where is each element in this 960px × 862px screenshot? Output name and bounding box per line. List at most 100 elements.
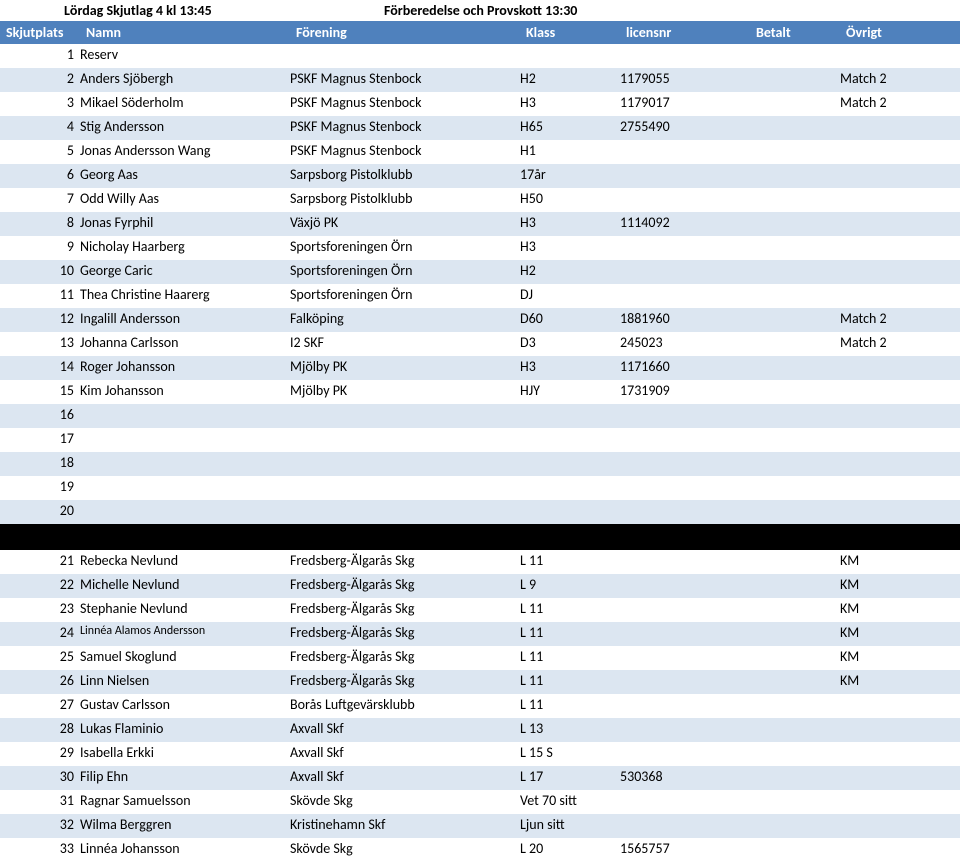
cell-namn: Anders Sjöbergh [80, 70, 290, 90]
cell-ovrigt [840, 358, 940, 378]
cell-klass: D60 [520, 310, 620, 330]
table-row: 22Michelle NevlundFredsberg-Älgarås SkgL… [0, 574, 960, 598]
cell-klass [520, 454, 620, 474]
cell-licensnr: 1881960 [620, 310, 750, 330]
cell-licensnr: 1731909 [620, 382, 750, 402]
cell-licensnr [620, 262, 750, 282]
cell-licensnr [620, 648, 750, 668]
cell-namn: Rebecka Nevlund [80, 552, 290, 572]
table-row: 25Samuel SkoglundFredsberg-Älgarås SkgL … [0, 646, 960, 670]
cell-number: 3 [0, 94, 80, 114]
cell-ovrigt [840, 816, 940, 836]
cell-ovrigt [840, 406, 940, 426]
cell-forening: Fredsberg-Älgarås Skg [290, 552, 520, 572]
cell-licensnr [620, 454, 750, 474]
cell-ovrigt: Match 2 [840, 310, 940, 330]
cell-namn: Gustav Carlsson [80, 696, 290, 716]
cell-number: 6 [0, 166, 80, 186]
cell-betalt [750, 262, 840, 282]
cell-forening: Fredsberg-Älgarås Skg [290, 624, 520, 644]
cell-licensnr [620, 502, 750, 522]
cell-namn: Ingalill Andersson [80, 310, 290, 330]
header-klass: Klass [526, 24, 626, 41]
cell-number: 13 [0, 334, 80, 354]
cell-betalt [750, 358, 840, 378]
cell-betalt [750, 744, 840, 764]
cell-betalt [750, 70, 840, 90]
cell-namn: Kim Johansson [80, 382, 290, 402]
cell-forening: Mjölby PK [290, 382, 520, 402]
cell-betalt [750, 720, 840, 740]
cell-namn [80, 478, 290, 498]
cell-number: 15 [0, 382, 80, 402]
cell-klass: L 9 [520, 576, 620, 596]
cell-licensnr [620, 238, 750, 258]
cell-ovrigt [840, 382, 940, 402]
table-row: 6Georg AasSarpsborg Pistolklubb17år [0, 164, 960, 188]
cell-ovrigt: KM [840, 552, 940, 572]
cell-namn: Filip Ehn [80, 768, 290, 788]
cell-ovrigt: KM [840, 672, 940, 692]
cell-forening: Mjölby PK [290, 358, 520, 378]
cell-number: 33 [0, 840, 80, 860]
cell-forening: Fredsberg-Älgarås Skg [290, 600, 520, 620]
cell-namn: Linnéa Johansson [80, 840, 290, 860]
table-row: 21Rebecka NevlundFredsberg-Älgarås SkgL … [0, 550, 960, 574]
cell-klass: Vet 70 sitt [520, 792, 620, 812]
cell-ovrigt [840, 286, 940, 306]
cell-ovrigt [840, 502, 940, 522]
cell-number: 26 [0, 672, 80, 692]
cell-betalt [750, 696, 840, 716]
cell-namn: Odd Willy Aas [80, 190, 290, 210]
cell-klass: HJY [520, 382, 620, 402]
cell-namn [80, 406, 290, 426]
header-forening: Förening [296, 24, 526, 41]
cell-namn: Isabella Erkki [80, 744, 290, 764]
cell-klass [520, 502, 620, 522]
cell-number: 17 [0, 430, 80, 450]
cell-klass: H3 [520, 214, 620, 234]
cell-licensnr [620, 696, 750, 716]
cell-ovrigt [840, 262, 940, 282]
cell-licensnr [620, 672, 750, 692]
cell-licensnr: 2755490 [620, 118, 750, 138]
cell-namn: George Caric [80, 262, 290, 282]
title-left: Lördag Skjutlag 4 kl 13:45 [4, 2, 364, 19]
table-row: 2Anders SjöberghPSKF Magnus StenbockH211… [0, 68, 960, 92]
cell-klass: H2 [520, 262, 620, 282]
cell-betalt [750, 430, 840, 450]
cell-number: 1 [0, 46, 80, 66]
table-row: 7Odd Willy AasSarpsborg PistolklubbH50 [0, 188, 960, 212]
cell-licensnr [620, 720, 750, 740]
cell-namn: Ragnar Samuelsson [80, 792, 290, 812]
cell-ovrigt [840, 840, 940, 860]
cell-forening: Axvall Skf [290, 720, 520, 740]
rows-bottom: 21Rebecka NevlundFredsberg-Älgarås SkgL … [0, 550, 960, 862]
separator-row [0, 524, 960, 550]
cell-klass: D3 [520, 334, 620, 354]
cell-ovrigt [840, 142, 940, 162]
cell-number: 19 [0, 478, 80, 498]
table-row: 24Linnéa Alamos AnderssonFredsberg-Älgar… [0, 622, 960, 646]
cell-namn: Stephanie Nevlund [80, 600, 290, 620]
cell-namn: Michelle Nevlund [80, 576, 290, 596]
table-row: 13Johanna CarlssonI2 SKFD3245023Match 2 [0, 332, 960, 356]
cell-number: 24 [0, 624, 80, 644]
cell-forening [290, 502, 520, 522]
cell-licensnr: 1179055 [620, 70, 750, 90]
cell-licensnr [620, 406, 750, 426]
cell-forening: Sarpsborg Pistolklubb [290, 166, 520, 186]
cell-licensnr: 530368 [620, 768, 750, 788]
cell-forening: PSKF Magnus Stenbock [290, 142, 520, 162]
cell-ovrigt: KM [840, 624, 940, 644]
cell-number: 23 [0, 600, 80, 620]
cell-namn: Reserv [80, 46, 290, 66]
table-row: 32Wilma BerggrenKristinehamn SkfLjun sit… [0, 814, 960, 838]
cell-klass: L 11 [520, 600, 620, 620]
cell-betalt [750, 190, 840, 210]
table-row: 9Nicholay HaarbergSportsforeningen ÖrnH3 [0, 236, 960, 260]
cell-namn: Wilma Berggren [80, 816, 290, 836]
table-row: 11Thea Christine HaarergSportsforeningen… [0, 284, 960, 308]
cell-namn: Mikael Söderholm [80, 94, 290, 114]
table-row: 29Isabella ErkkiAxvall SkfL 15 S [0, 742, 960, 766]
